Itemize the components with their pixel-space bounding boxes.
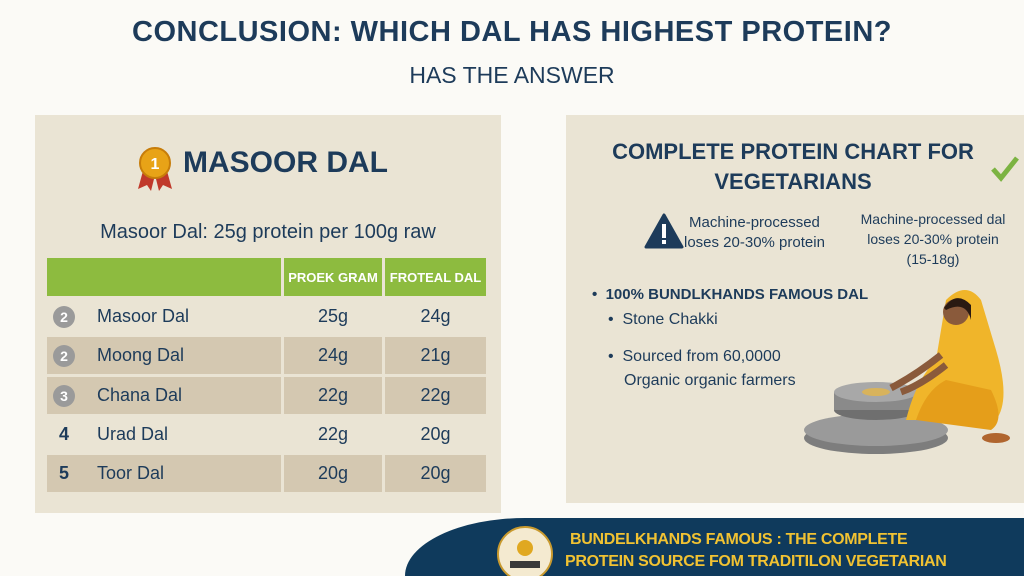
table-cell-col2: 21g [385,337,486,374]
note-line1: Machine-processed dal [860,211,1006,227]
summary-text: Masoor Dal: 25g protein per 100g raw [100,221,436,243]
table-header-col2: FROTEAL DAL [385,258,486,296]
protein-value-2: 24g [420,306,451,326]
rank-badge: 3 [53,384,75,407]
protein-value-1: 22g [317,385,349,405]
banner-line2: PROTEIN SOURCE FOM TRADITILON VEGETARIAN [565,553,947,570]
banner-line1: BUNDELKHANDS FAMOUS : THE COMPLETE [570,531,908,548]
rank-number: 4 [59,424,70,444]
chart-heading-line2: VEGETARIANS [714,169,872,194]
warning-text: Machine-processed loses 20-30% protein [684,213,825,253]
table-row-name: 3 Chana Dal [47,377,281,414]
protein-value-2: 21g [420,345,451,365]
bullet-1: • Stone Chakki [608,311,718,328]
rank-number: 5 [59,463,70,483]
protein-table: PROEK GRAM FROTEAL DAL 2 Masoor Dal 25g 24g… [47,258,487,498]
table-cell-col2: 20g [385,416,486,453]
note-line3: (15-18g) [906,251,960,267]
dal-name: Chana Dal [97,385,183,405]
bullet-2-line2: Organic organic farmers [624,372,796,389]
medal-number: 1 [151,156,160,173]
check-icon [991,156,1019,182]
dal-name: Toor Dal [97,463,165,483]
protein-value-2: 20g [420,424,451,444]
dal-name: Urad Dal [97,424,169,444]
table-cell-col1: 24g [284,337,382,374]
protein-value-2: 20g [420,463,451,483]
warning-icon [644,213,684,249]
table-cell-col2: 20g [385,455,486,492]
table-header-col1: PROEK GRAM [284,258,382,296]
table-cell-col2: 22g [385,377,486,414]
table-cell-col1: 25g [284,298,382,335]
processing-note: Machine-processed dal loses 20-30% prote… [848,209,1018,269]
table-row-name: 4 Urad Dal [47,416,281,453]
rank-badge: 2 [53,344,75,367]
bullet-1-text: Stone Chakki [622,311,718,328]
table-row-name: 5 Toor Dal [47,455,281,492]
chart-heading: COMPLETE PROTEIN CHART FOR VEGETARIANS [566,137,1020,197]
bullet-main: • 100% BUNDLKHANDS FAMOUS DAL [592,286,869,303]
bottom-banner: BUNDELKHANDS FAMOUS : THE COMPLETE PROTE… [405,518,1024,576]
table-header-blank [47,258,281,296]
chart-heading-line1: COMPLETE PROTEIN CHART FOR [612,139,974,164]
medal-1-icon: 1 [138,147,172,191]
page-title: CONCLUSION: WHICH DAL HAS HIGHEST PROTEI… [132,16,892,48]
protein-value-1: 20g [317,463,349,483]
warning-line2: loses 20-30% protein [684,234,825,251]
warning-line1: Machine-processed [689,214,820,231]
table-row-name: 2 Masoor Dal [47,298,281,335]
right-panel: COMPLETE PROTEIN CHART FOR VEGETARIANS M… [566,115,1024,503]
bullet-2-line1: Sourced from 60,0000 [622,348,781,365]
left-panel: 1 MASOOR DAL Masoor Dal: 25g protein per… [35,115,501,513]
note-line2: loses 20-30% protein [867,231,999,247]
dal-name: Masoor Dal [97,306,190,326]
protein-value-1: 22g [317,424,349,444]
table-cell-col1: 22g [284,377,382,414]
page-subtitle: HAS THE ANSWER [409,62,615,88]
bullet-main-text: 100% BUNDLKHANDS FAMOUS DAL [605,286,869,303]
dal-name: Moong Dal [97,345,185,365]
dal-heading: MASOOR DAL [183,146,388,179]
protein-value-1: 25g [317,306,349,326]
protein-value-2: 22g [420,385,451,405]
rank-badge: 2 [53,305,75,328]
table-cell-col1: 20g [284,455,382,492]
brand-logo [497,526,553,576]
woman-grinding-illustration [804,290,1010,454]
table-cell-col2: 24g [385,298,486,335]
table-row-name: 2 Moong Dal [47,337,281,374]
protein-value-1: 24g [317,345,349,365]
bullet-2: • Sourced from 60,0000 Organic organic f… [608,345,796,393]
table-cell-col1: 22g [284,416,382,453]
